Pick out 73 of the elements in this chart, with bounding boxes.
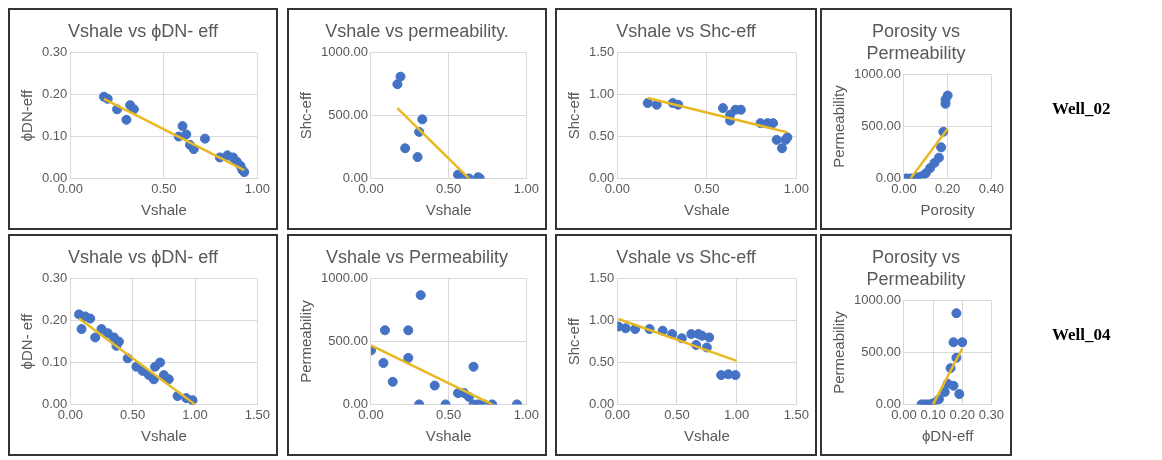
- chart-title: Porosity vs Permeability: [865, 246, 967, 290]
- y-tick-label: 500.00: [328, 107, 368, 123]
- y-tick-label: 0.10: [41, 354, 68, 370]
- y-tick-label: 0.10: [41, 128, 68, 144]
- x-tick-label: 1.00: [513, 180, 540, 196]
- y-tick-label: 1000.00: [853, 66, 901, 82]
- x-tick-label: 1.00: [513, 406, 540, 422]
- x-tick-label: 1.00: [724, 406, 750, 422]
- y-axis-title: Permeability: [830, 84, 848, 168]
- y-tick-label: 0.00: [875, 169, 901, 185]
- x-axis-title: Vshale: [425, 427, 472, 445]
- y-tick-label: 0.50: [588, 354, 615, 370]
- y-tick-label: 0.50: [588, 128, 615, 144]
- y-tick-label: 0.30: [41, 44, 68, 60]
- text: Well_04: [1052, 325, 1111, 345]
- y-axis-title: ϕDN- eff: [18, 312, 36, 370]
- x-axis-title: Vshale: [683, 201, 730, 219]
- chart-title: Vshale vs permeability.: [324, 20, 510, 42]
- x-tick-label: 0.10: [920, 406, 946, 422]
- x-tick-label: 0.40: [978, 180, 1005, 196]
- y-tick-label: 1000.00: [320, 270, 368, 286]
- x-tick-label: 0.20: [949, 406, 975, 422]
- x-tick-label: 1.00: [244, 180, 271, 196]
- y-tick-label: 500.00: [861, 344, 901, 360]
- chart-title: Vshale vs ϕDN- eff: [67, 20, 219, 42]
- x-tick-label: 0.20: [935, 180, 961, 196]
- y-tick-label: 0.00: [41, 169, 68, 185]
- x-axis-title: Vshale: [140, 427, 187, 445]
- y-axis-title: Shc-eff: [565, 317, 583, 366]
- y-tick-label: 1.00: [588, 312, 615, 328]
- chart-title: Vshale vs Shc-eff: [615, 246, 757, 268]
- y-tick-label: 0.30: [41, 270, 68, 286]
- y-tick-label: 0.00: [41, 395, 68, 411]
- y-tick-label: 0.20: [41, 312, 68, 328]
- y-tick-label: 1000.00: [320, 44, 368, 60]
- y-tick-label: 500.00: [861, 118, 901, 134]
- x-axis-title: ϕDN-eff: [921, 427, 975, 445]
- chart-title: Vshale vs Shc-eff: [615, 20, 757, 42]
- x-tick-label: 1.50: [244, 406, 271, 422]
- x-tick-label: 1.00: [783, 180, 810, 196]
- y-axis-title: Permeability: [297, 299, 315, 383]
- y-axis-title: Permeability: [830, 310, 848, 394]
- y-tick-label: 1.50: [588, 44, 615, 60]
- chart-title: Vshale vs ϕDN- eff: [67, 246, 219, 268]
- x-axis-title: Vshale: [425, 201, 472, 219]
- x-tick-label: 0.50: [119, 406, 146, 422]
- y-tick-label: 0.00: [342, 395, 368, 411]
- y-tick-label: 0.00: [875, 395, 901, 411]
- x-tick-label: 0.50: [436, 180, 462, 196]
- y-tick-label: 1.00: [588, 86, 615, 102]
- x-tick-label: 0.50: [151, 180, 177, 196]
- y-axis-title: ϕDN-eff: [18, 89, 36, 142]
- x-axis-title: Vshale: [140, 201, 187, 219]
- chart-title: Porosity vs Permeability: [865, 20, 967, 64]
- y-tick-label: 1.50: [588, 270, 615, 286]
- y-tick-label: 0.00: [342, 169, 368, 185]
- y-axis-title: Shc-eff: [565, 91, 583, 140]
- x-axis-title: Porosity: [920, 201, 976, 219]
- x-axis-title: Vshale: [683, 427, 730, 445]
- x-tick-label: 0.50: [664, 406, 690, 422]
- y-tick-label: 0.00: [588, 395, 615, 411]
- x-tick-label: 1.00: [182, 406, 208, 422]
- y-tick-label: 1000.00: [853, 292, 901, 308]
- y-tick-label: 0.20: [41, 86, 68, 102]
- y-tick-label: 500.00: [328, 333, 368, 349]
- x-tick-label: 1.50: [783, 406, 810, 422]
- x-tick-label: 0.30: [978, 406, 1005, 422]
- y-tick-label: 0.00: [588, 169, 615, 185]
- text: Well_02: [1052, 99, 1111, 119]
- x-tick-label: 0.50: [436, 406, 462, 422]
- x-tick-label: 0.50: [694, 180, 720, 196]
- chart-title: Vshale vs Permeability: [324, 246, 510, 268]
- y-axis-title: Shc-eff: [297, 91, 315, 140]
